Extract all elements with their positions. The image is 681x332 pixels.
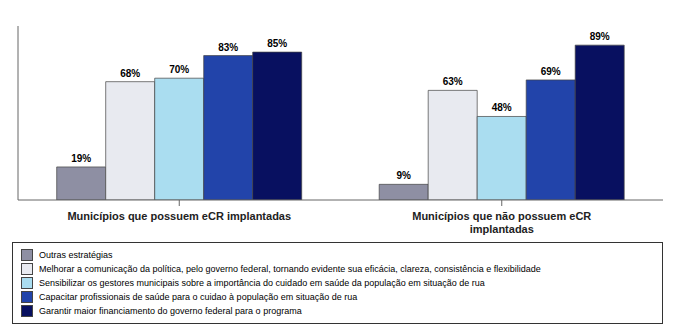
svg-text:Municípios que não possuem eCR: Municípios que não possuem eCRimplantada… — [412, 210, 591, 235]
svg-text:Municípios que possuem eCR imp: Municípios que possuem eCR implantadas — [67, 210, 291, 222]
svg-text:69%: 69% — [541, 66, 561, 77]
svg-text:68%: 68% — [120, 68, 140, 79]
svg-text:48%: 48% — [492, 102, 512, 113]
svg-text:70%: 70% — [169, 64, 189, 75]
svg-text:63%: 63% — [443, 76, 463, 87]
svg-text:83%: 83% — [218, 42, 238, 53]
html-text:Garantir maior financiamento d: Garantir maior financiamento do governo … — [39, 306, 302, 316]
html-text:Capacitar profissionais de saú: Capacitar profissionais de saúde para o … — [39, 292, 358, 302]
html-text:Outras estratégias: Outras estratégias — [39, 250, 113, 260]
html-text:Sensibilizar os gestores munic: Sensibilizar os gestores municipais sobr… — [39, 278, 485, 288]
svg-text:19%: 19% — [71, 153, 91, 164]
html-text:Melhorar a comunicação da polí: Melhorar a comunicação da política, pelo… — [39, 264, 541, 274]
svg-text:89%: 89% — [590, 31, 610, 42]
svg-text:85%: 85% — [267, 38, 287, 49]
svg-text:9%: 9% — [396, 170, 411, 181]
